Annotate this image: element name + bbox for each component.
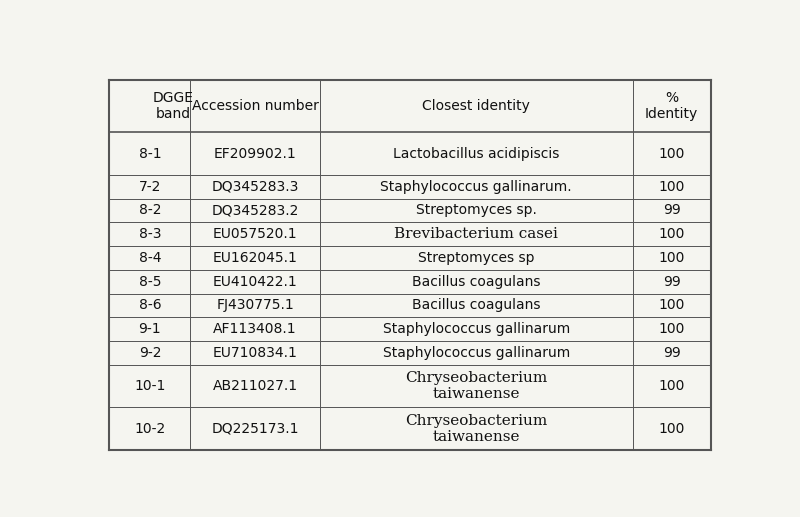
Text: Staphylococcus gallinarum: Staphylococcus gallinarum	[382, 322, 570, 336]
Text: EU162045.1: EU162045.1	[213, 251, 298, 265]
Text: Lactobacillus acidipiscis: Lactobacillus acidipiscis	[393, 146, 559, 160]
Text: 8-2: 8-2	[138, 204, 161, 218]
Text: 8-5: 8-5	[138, 275, 161, 288]
Text: 10-1: 10-1	[134, 379, 166, 393]
Text: 100: 100	[658, 298, 685, 312]
Text: 8-3: 8-3	[138, 227, 161, 241]
Text: DQ345283.3: DQ345283.3	[211, 180, 299, 194]
Text: 10-2: 10-2	[134, 422, 166, 436]
Text: 9-2: 9-2	[138, 346, 161, 360]
Text: Brevibacterium casei: Brevibacterium casei	[394, 227, 558, 241]
Text: 8-1: 8-1	[138, 146, 162, 160]
Text: AB211027.1: AB211027.1	[213, 379, 298, 393]
Text: 8-6: 8-6	[138, 298, 162, 312]
Text: 100: 100	[658, 251, 685, 265]
Text: Chryseobacterium
taiwanense: Chryseobacterium taiwanense	[405, 414, 547, 444]
Text: Bacillus coagulans: Bacillus coagulans	[412, 275, 541, 288]
Text: AF113408.1: AF113408.1	[214, 322, 297, 336]
Text: EU057520.1: EU057520.1	[213, 227, 298, 241]
Text: 100: 100	[658, 180, 685, 194]
Text: DQ225173.1: DQ225173.1	[211, 422, 299, 436]
Text: EU410422.1: EU410422.1	[213, 275, 298, 288]
Text: Closest identity: Closest identity	[422, 99, 530, 113]
Text: DGGE
band: DGGE band	[152, 91, 194, 121]
Text: 100: 100	[658, 379, 685, 393]
Text: Streptomyces sp.: Streptomyces sp.	[416, 204, 537, 218]
Text: EF209902.1: EF209902.1	[214, 146, 297, 160]
Text: 100: 100	[658, 322, 685, 336]
Text: 99: 99	[662, 204, 681, 218]
Text: Staphylococcus gallinarum: Staphylococcus gallinarum	[382, 346, 570, 360]
Text: 99: 99	[662, 275, 681, 288]
Text: Bacillus coagulans: Bacillus coagulans	[412, 298, 541, 312]
Text: FJ430775.1: FJ430775.1	[216, 298, 294, 312]
Text: EU710834.1: EU710834.1	[213, 346, 298, 360]
Text: 99: 99	[662, 346, 681, 360]
Text: Accession number: Accession number	[192, 99, 318, 113]
Text: 100: 100	[658, 227, 685, 241]
Text: 9-1: 9-1	[138, 322, 162, 336]
Text: %
Identity: % Identity	[645, 91, 698, 121]
Text: 7-2: 7-2	[138, 180, 161, 194]
Text: 100: 100	[658, 422, 685, 436]
Text: 8-4: 8-4	[138, 251, 161, 265]
Text: Staphylococcus gallinarum.: Staphylococcus gallinarum.	[380, 180, 572, 194]
Text: 100: 100	[658, 146, 685, 160]
Text: DQ345283.2: DQ345283.2	[211, 204, 299, 218]
Text: Chryseobacterium
taiwanense: Chryseobacterium taiwanense	[405, 371, 547, 401]
Text: Streptomyces sp: Streptomyces sp	[418, 251, 534, 265]
